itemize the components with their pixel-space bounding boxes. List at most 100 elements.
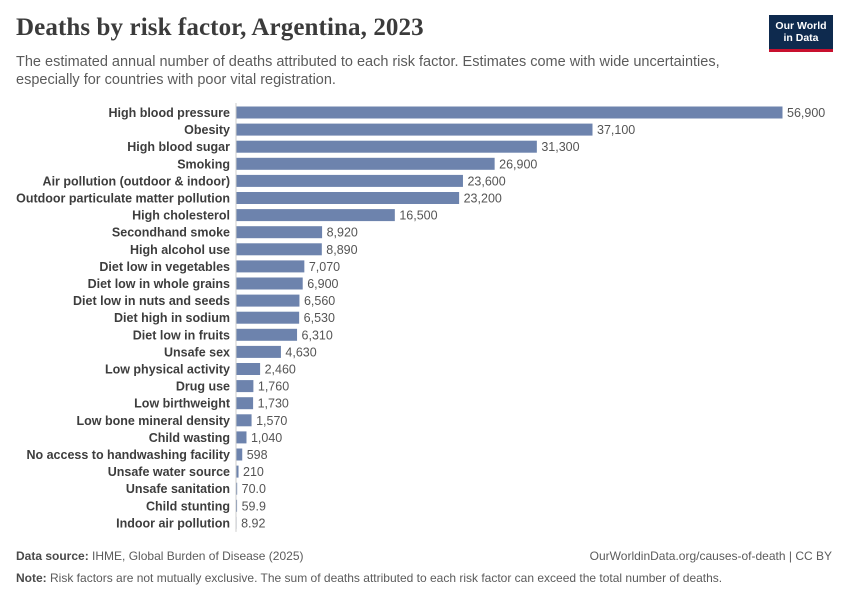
value-label: 8,890 [326,243,357,257]
bar-row[interactable]: Diet high in sodium 6,530 [114,311,335,325]
bar-row[interactable]: No access to handwashing facility 598 [26,448,267,462]
category-label: Indoor air pollution [116,516,230,530]
value-label: 6,530 [304,311,335,325]
bar-row[interactable]: Smoking 26,900 [177,157,537,171]
bar-row[interactable]: Low birthweight 1,730 [134,397,289,411]
value-label: 1,570 [256,414,287,428]
bar[interactable] [236,482,238,495]
data-source-text: IHME, Global Burden of Disease (2025) [92,549,304,563]
value-label: 2,460 [265,363,296,377]
category-label: High blood sugar [127,140,230,154]
bar-row[interactable]: Indoor air pollution 8.92 [116,516,265,530]
bar-row[interactable]: Unsafe sanitation 70.0 [126,482,266,496]
bar[interactable] [236,106,783,119]
bar[interactable] [236,328,298,341]
bar[interactable] [236,431,247,444]
note-label: Note: [16,571,47,585]
value-label: 16,500 [399,209,437,223]
bar[interactable] [236,465,239,478]
bar[interactable] [236,363,261,375]
data-source-label: Data source: [16,549,89,563]
bar[interactable] [236,448,243,461]
bar[interactable] [236,380,254,393]
source-url-link[interactable]: OurWorldinData.org/causes-of-death | CC … [589,549,832,563]
category-label: Low birthweight [134,397,231,411]
bar[interactable] [236,192,460,204]
category-label: High alcohol use [130,243,230,257]
category-label: Air pollution (outdoor & indoor) [43,174,230,188]
category-label: Secondhand smoke [112,226,230,240]
category-label: Unsafe sanitation [126,482,230,496]
category-label: Diet low in fruits [133,328,230,342]
bar-row[interactable]: Low physical activity 2,460 [105,363,296,377]
category-label: High blood pressure [108,106,230,120]
bar[interactable] [236,243,322,256]
chart-subtitle: The estimated annual number of deaths at… [16,54,720,88]
value-label: 23,600 [467,174,505,188]
value-label: 7,070 [309,260,340,274]
bar-row[interactable]: High blood sugar 31,300 [127,140,579,154]
bar-row[interactable]: Air pollution (outdoor & indoor) 23,600 [43,174,506,188]
value-label: 26,900 [499,157,537,171]
category-label: Diet low in whole grains [88,277,230,291]
category-label: No access to handwashing facility [26,448,230,462]
value-label: 56,900 [787,106,825,120]
bar-row[interactable]: High blood pressure 56,900 [108,106,825,120]
value-label: 4,630 [285,345,316,359]
category-label: Outdoor particulate matter pollution [16,192,230,206]
bar-row[interactable]: High alcohol use 8,890 [130,243,358,257]
bar-chart: High blood pressure 56,900 Obesity 37,100 Hi… [16,103,825,532]
note-text: Risk factors are not mutually exclusive.… [50,571,723,585]
bar-row[interactable]: Obesity 37,100 [184,123,635,137]
value-label: 1,760 [258,380,289,394]
bar-row[interactable]: Diet low in nuts and seeds 6,560 [73,294,335,308]
bar[interactable] [236,397,254,410]
bar[interactable] [236,174,463,187]
bar-row[interactable]: Child wasting 1,040 [149,431,283,445]
bar-row[interactable]: Outdoor particulate matter pollution 23,2… [16,192,502,206]
category-label: Unsafe water source [108,465,230,479]
category-label: Smoking [177,157,230,171]
bar[interactable] [236,345,281,358]
bar-row[interactable]: Drug use 1,760 [176,380,289,394]
bar[interactable] [236,157,495,170]
value-label: 31,300 [541,140,579,154]
category-label: Diet low in vegetables [99,260,230,274]
value-label: 8,920 [327,226,358,240]
bar[interactable] [236,123,593,136]
bar-row[interactable]: High cholesterol 16,500 [132,209,438,223]
category-label: Obesity [184,123,230,137]
bar[interactable] [236,277,303,290]
category-label: Drug use [176,380,230,394]
bar-row[interactable]: Diet low in vegetables 7,070 [99,260,340,274]
bar[interactable] [236,294,300,307]
logo-line-1: Our World [775,20,827,32]
category-label: Low physical activity [105,363,230,377]
bar[interactable] [236,414,252,427]
bar[interactable] [236,260,305,273]
bar-row[interactable]: Unsafe water source 210 [108,465,264,479]
bar-row[interactable]: Low bone mineral density 1,570 [77,414,288,428]
bar-row[interactable]: Diet low in whole grains 6,900 [88,277,339,291]
owid-logo[interactable]: Our World in Data [769,15,833,52]
category-label: Unsafe sex [164,345,230,359]
chart-title: Deaths by risk factor, Argentina, 2023 [16,14,424,41]
bar-row[interactable]: Unsafe sex 4,630 [164,345,317,359]
value-label: 23,200 [464,192,502,206]
bar[interactable] [236,311,300,324]
bar[interactable] [236,499,238,512]
value-label: 210 [243,465,264,479]
bar-row[interactable]: Secondhand smoke 8,920 [112,226,358,240]
value-label: 59.9 [242,499,266,513]
category-label: Low bone mineral density [77,414,231,428]
value-label: 6,310 [302,328,333,342]
bar-row[interactable]: Diet low in fruits 6,310 [133,328,333,342]
bar-row[interactable]: Child stunting 59.9 [146,499,266,513]
bar[interactable] [236,209,395,222]
bar[interactable] [236,140,537,153]
data-source: Data source: IHME, Global Burden of Dise… [16,549,303,563]
value-label: 6,560 [304,294,335,308]
bar[interactable] [236,226,323,239]
value-label: 70.0 [242,482,266,496]
value-label: 1,040 [251,431,282,445]
